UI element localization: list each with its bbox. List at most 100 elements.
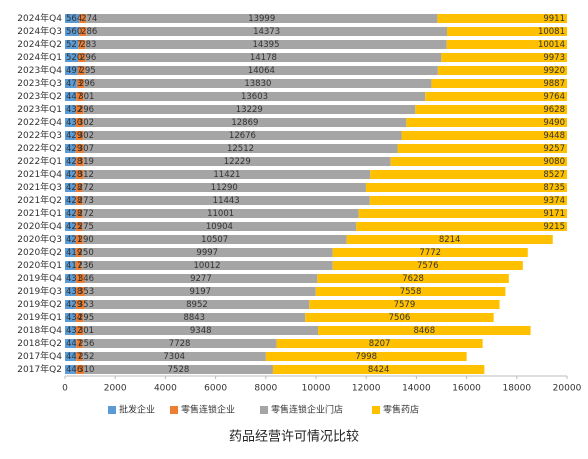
x-tick-label: 0 (62, 384, 68, 394)
x-tick-label: 10000 (302, 384, 331, 394)
value-label: 275 (78, 222, 94, 232)
bar-segment (84, 287, 316, 296)
bar-segment (78, 53, 86, 62)
value-label: 9628 (543, 105, 565, 115)
value-label: 432 (66, 105, 82, 115)
bar-segment (390, 157, 567, 166)
y-tick-label: 2020年Q3 (17, 233, 62, 245)
value-label: 446 (66, 365, 82, 375)
value-label: 283 (80, 40, 96, 50)
value-label: 430 (66, 118, 82, 128)
bar-segment (75, 209, 83, 218)
value-label: 8952 (186, 300, 208, 310)
y-tick-label: 2020年Q4 (17, 220, 62, 232)
value-label: 9973 (543, 53, 565, 63)
value-label: 302 (78, 118, 94, 128)
bar-segment (83, 92, 426, 101)
value-label: 425 (66, 222, 82, 232)
value-label: 11001 (207, 209, 234, 219)
value-label: 497 (66, 66, 82, 76)
bar-segment (65, 92, 77, 101)
value-label: 428 (66, 209, 82, 219)
value-label: 13999 (248, 14, 275, 24)
bar-segment (317, 274, 509, 283)
bar-segment (65, 118, 76, 127)
value-label: 527 (66, 40, 82, 50)
y-tick-label: 2017年Q4 (17, 350, 62, 362)
bar-segment (397, 144, 567, 153)
bar-segment (65, 209, 76, 218)
bar-segment (446, 27, 567, 36)
bar-segment (79, 14, 87, 23)
value-label: 438 (66, 287, 82, 297)
y-tick-label: 2023年Q3 (17, 77, 62, 89)
value-label: 473 (66, 79, 82, 89)
value-label: 428 (66, 170, 82, 180)
bar-segment (446, 40, 567, 49)
bar-segment (81, 248, 333, 257)
x-tick-label: 12000 (352, 384, 381, 394)
bar-segment (65, 183, 76, 192)
value-label: 8214 (439, 235, 461, 245)
y-tick-label: 2018年Q4 (17, 324, 62, 336)
value-label: 431 (66, 274, 82, 284)
value-label: 9277 (190, 274, 212, 284)
bar-segment (431, 79, 567, 88)
bar-segment (65, 27, 80, 36)
value-label: 302 (78, 131, 94, 141)
bar-segment (76, 92, 84, 101)
value-label: 14064 (248, 66, 275, 76)
bar-segment (84, 66, 438, 75)
bar-segment (75, 248, 82, 257)
value-label: 301 (78, 92, 94, 102)
legend-label: 零售连锁企业门店 (271, 404, 343, 416)
value-label: 7558 (400, 287, 422, 297)
value-label: 419 (66, 248, 82, 258)
bar-segment (65, 53, 79, 62)
value-label: 13603 (241, 92, 268, 102)
value-label: 9080 (543, 157, 565, 167)
value-label: 346 (78, 274, 94, 284)
x-tick-label: 4000 (154, 384, 177, 394)
bar-segment (75, 235, 83, 244)
y-tick-label: 2022年Q1 (17, 155, 62, 167)
bar-segment (276, 339, 483, 348)
y-tick-label: 2019年Q3 (17, 285, 62, 297)
bar-segment (78, 40, 86, 49)
bar-segment (83, 131, 402, 140)
value-label: 12869 (231, 118, 258, 128)
value-label: 421 (66, 235, 82, 245)
y-tick-label: 2023年Q1 (17, 103, 62, 115)
value-label: 560 (66, 27, 82, 37)
value-label: 319 (78, 157, 94, 167)
value-label: 520 (66, 53, 82, 63)
bar-segment (369, 196, 567, 205)
bar-segment (358, 209, 567, 218)
value-label: 9911 (543, 14, 565, 24)
bar-segment (401, 131, 567, 140)
value-label: 9171 (543, 209, 565, 219)
value-label: 9448 (543, 131, 565, 141)
value-label: 14178 (250, 53, 277, 63)
value-label: 296 (79, 79, 95, 89)
value-label: 8735 (543, 183, 565, 193)
x-tick-label: 2000 (104, 384, 127, 394)
value-label: 7576 (417, 261, 439, 271)
bar-segment (75, 261, 82, 270)
value-label: 7304 (163, 352, 185, 362)
value-label: 9490 (543, 118, 565, 128)
bar-segment (65, 222, 76, 231)
value-label: 429 (66, 131, 82, 141)
bar-segment (65, 105, 76, 114)
value-label: 290 (78, 235, 94, 245)
bar-segment (75, 300, 85, 309)
legend-label: 零售药店 (383, 404, 419, 416)
bar-segment (356, 222, 567, 231)
value-label: 9257 (543, 144, 565, 154)
value-label: 252 (78, 352, 94, 362)
bar-segment (65, 274, 76, 283)
value-label: 429 (66, 300, 82, 310)
bar-segment (425, 92, 567, 101)
bar-segment (75, 222, 83, 231)
